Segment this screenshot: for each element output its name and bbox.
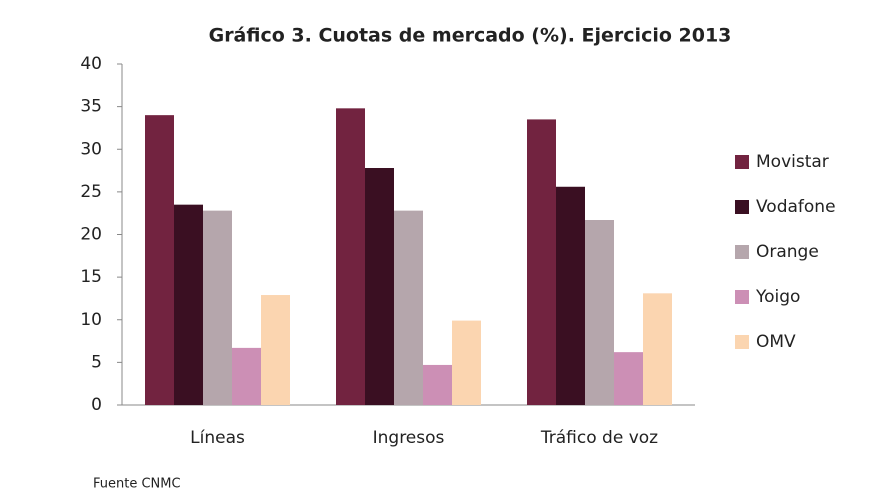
bar [556,186,585,405]
bar [203,210,232,405]
legend-swatch [735,335,749,349]
bar [527,119,556,405]
bar [145,115,174,406]
bar [643,293,672,405]
y-tick-label: 5 [91,352,102,372]
x-tick-label: Líneas [190,428,245,448]
chart-title: Gráfico 3. Cuotas de mercado (%). Ejerci… [209,25,732,47]
y-tick-label: 20 [80,225,102,245]
bar [174,204,203,405]
legend-label: Yoigo [755,287,800,307]
legend-label: OMV [756,332,796,352]
y-tick-label: 30 [80,139,102,159]
legend-label: Movistar [756,152,829,172]
x-tick-label: Ingresos [373,428,445,448]
bar [394,210,423,405]
y-tick-label: 25 [80,182,102,202]
bar [423,364,452,405]
y-tick-label: 15 [80,267,102,287]
y-tick-label: 0 [91,395,102,415]
legend-label: Vodafone [756,197,836,217]
bar [585,220,614,405]
legend-swatch [735,290,749,304]
bar [365,168,394,405]
bar [261,295,290,405]
legend-swatch [735,155,749,169]
bar [452,320,481,405]
x-tick-label: Tráfico de voz [540,428,658,448]
legend-swatch [735,245,749,259]
bar [232,347,261,405]
y-tick-label: 10 [80,310,102,330]
legend-swatch [735,200,749,214]
source: Fuente CNMC [93,477,181,490]
bar [614,352,643,405]
bar [336,108,365,405]
y-tick-label: 35 [80,97,102,117]
legend-label: Orange [756,242,819,262]
y-tick-label: 40 [80,54,102,74]
